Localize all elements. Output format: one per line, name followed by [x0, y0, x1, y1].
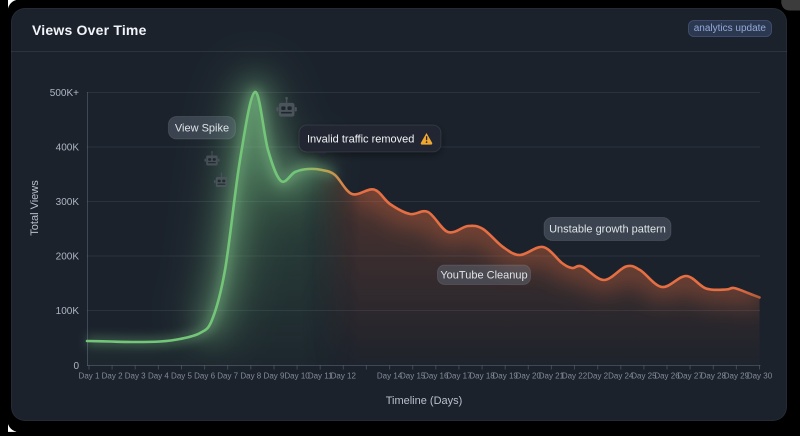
svg-text:Day 3: Day 3	[125, 372, 146, 381]
svg-text:Day 30: Day 30	[747, 372, 773, 381]
svg-text:Day 28: Day 28	[701, 372, 727, 381]
svg-text:Day 24: Day 24	[608, 372, 634, 381]
svg-text:200K: 200K	[56, 252, 80, 263]
svg-text:Day 25: Day 25	[631, 372, 657, 381]
svg-text:Day 5: Day 5	[171, 372, 192, 381]
svg-text:Unstable growth pattern: Unstable growth pattern	[549, 224, 666, 236]
svg-text:Day 20: Day 20	[516, 372, 542, 381]
svg-text:Invalid traffic removed: Invalid traffic removed	[307, 134, 414, 146]
svg-text:Day 8: Day 8	[240, 372, 261, 381]
svg-text:Day 2: Day 2	[102, 372, 123, 381]
svg-text:Timeline (Days): Timeline (Days)	[386, 395, 463, 407]
svg-text:Day 18: Day 18	[469, 372, 495, 381]
svg-text:YouTube Cleanup: YouTube Cleanup	[440, 270, 527, 282]
svg-text:Day 6: Day 6	[194, 372, 215, 381]
svg-text:400K: 400K	[56, 143, 80, 154]
svg-text:Day 12: Day 12	[331, 372, 357, 381]
svg-text:Day 21: Day 21	[539, 372, 565, 381]
svg-text:Day 29: Day 29	[724, 372, 750, 381]
svg-text:100K: 100K	[56, 306, 80, 317]
svg-text:Day 15: Day 15	[400, 372, 426, 381]
svg-text:Day 7: Day 7	[217, 372, 238, 381]
svg-text:Day 17: Day 17	[446, 372, 472, 381]
svg-text:Day 11: Day 11	[308, 372, 333, 381]
svg-text:Day 9: Day 9	[264, 372, 285, 381]
svg-text:Day 2: Day 2	[587, 372, 608, 381]
svg-text:0: 0	[73, 361, 79, 372]
svg-text:Day 10: Day 10	[284, 372, 310, 381]
svg-text:View Spike: View Spike	[175, 123, 229, 135]
svg-text:Day 26: Day 26	[654, 372, 680, 381]
svg-text:Day 14: Day 14	[377, 372, 403, 381]
svg-text:Day 22: Day 22	[562, 372, 588, 381]
svg-text:Total Views: Total Views	[29, 180, 41, 236]
svg-text:Day 16: Day 16	[423, 372, 449, 381]
svg-text:Day 27: Day 27	[677, 372, 703, 381]
svg-text:500K+: 500K+	[50, 88, 79, 99]
svg-text:Day 19: Day 19	[493, 372, 519, 381]
svg-text:Day 1: Day 1	[79, 372, 100, 381]
svg-text:Day 4: Day 4	[148, 372, 169, 381]
svg-text:300K: 300K	[56, 197, 80, 208]
